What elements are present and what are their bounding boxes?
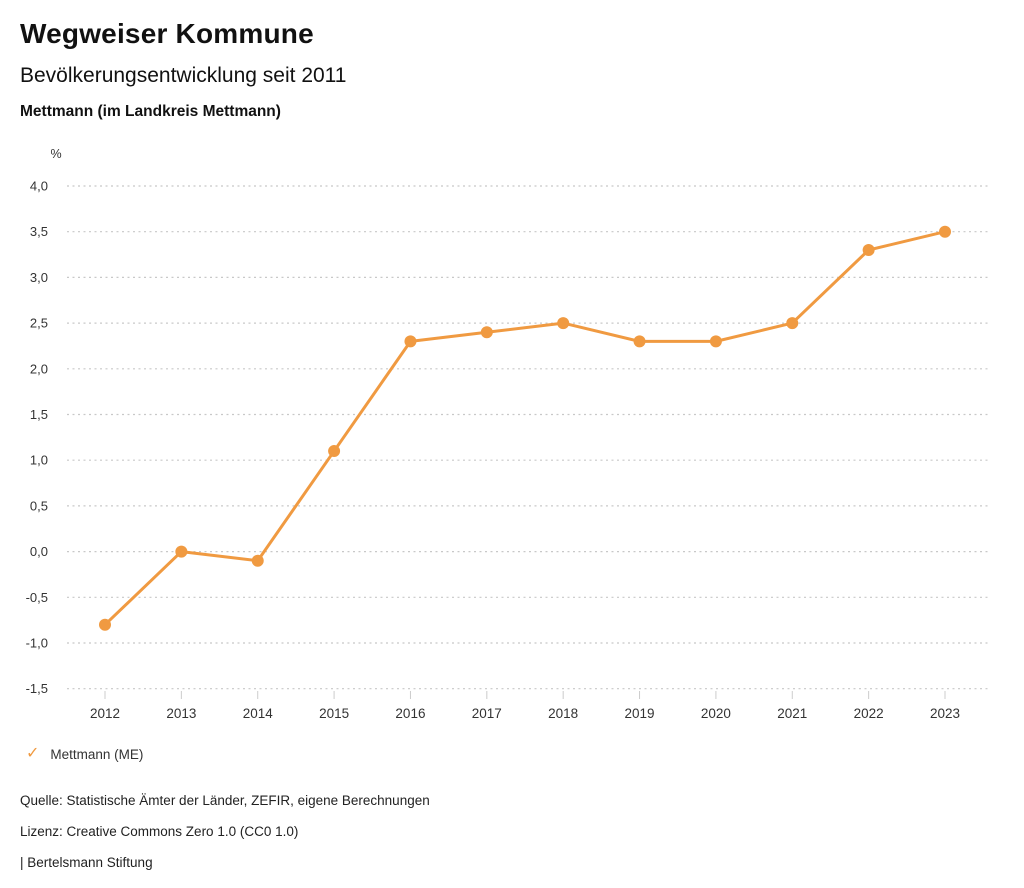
legend-label: Mettmann (ME) (50, 746, 144, 762)
x-tick-label: 2017 (472, 706, 502, 721)
license-note: Lizenz: Creative Commons Zero 1.0 (CC0 1… (20, 824, 299, 839)
chart-title: Bevölkerungsentwicklung seit 2011 (20, 64, 347, 87)
x-tick-label: 2015 (319, 706, 349, 721)
y-tick-label: 4,0 (30, 179, 48, 194)
data-point (709, 335, 722, 348)
data-point (251, 554, 264, 567)
x-tick-label: 2014 (243, 706, 274, 721)
y-tick-label: 0,0 (30, 544, 48, 559)
data-point (557, 317, 570, 330)
data-point (480, 326, 493, 339)
y-tick-label: 1,0 (30, 453, 48, 468)
x-tick-label: 2023 (930, 706, 960, 721)
region-label: Mettmann (im Landkreis Mettmann) (20, 103, 281, 120)
y-tick-label: -0,5 (26, 590, 48, 605)
y-tick-label: 1,5 (30, 407, 48, 422)
x-tick-label: 2016 (395, 706, 425, 721)
data-point (938, 225, 951, 238)
y-tick-label: -1,0 (26, 636, 48, 651)
legend-item-mettmann[interactable]: ✓ Mettmann (ME) (26, 745, 143, 763)
x-tick-label: 2020 (701, 706, 731, 721)
x-tick-label: 2018 (548, 706, 578, 721)
data-point (328, 445, 341, 458)
source-note: Quelle: Statistische Ämter der Länder, Z… (20, 793, 430, 808)
x-tick-label: 2019 (625, 706, 655, 721)
y-axis-unit-label: % (50, 147, 61, 161)
data-point (633, 335, 646, 348)
x-tick-label: 2012 (90, 706, 120, 721)
data-point (862, 243, 875, 256)
y-tick-label: 2,5 (30, 316, 48, 331)
x-tick-label: 2022 (854, 706, 884, 721)
series-line (103, 230, 947, 627)
y-tick-label: 3,0 (30, 270, 48, 285)
data-point (99, 618, 111, 631)
page-title: Wegweiser Kommune (20, 18, 314, 49)
x-tick-label: 2021 (777, 706, 807, 721)
x-tick-label: 2013 (166, 706, 196, 721)
y-tick-label: 3,5 (30, 224, 48, 239)
data-point (786, 317, 799, 330)
y-tick-label: -1,5 (26, 681, 48, 696)
y-tick-label: 0,5 (30, 498, 48, 513)
population-line-chart: % 4,0 3,5 3,0 2,5 2,0 1,5 1,0 0,5 0,0 -0,5 -1,0 -1,5… (26, 147, 990, 721)
data-point (404, 335, 417, 348)
footer: Quelle: Statistische Ämter der Länder, Z… (20, 785, 430, 878)
attribution-note: | Bertelsmann Stiftung (20, 855, 153, 870)
y-tick-label: 2,0 (30, 361, 48, 376)
legend-check-icon: ✓ (26, 745, 40, 762)
data-point (175, 545, 188, 558)
